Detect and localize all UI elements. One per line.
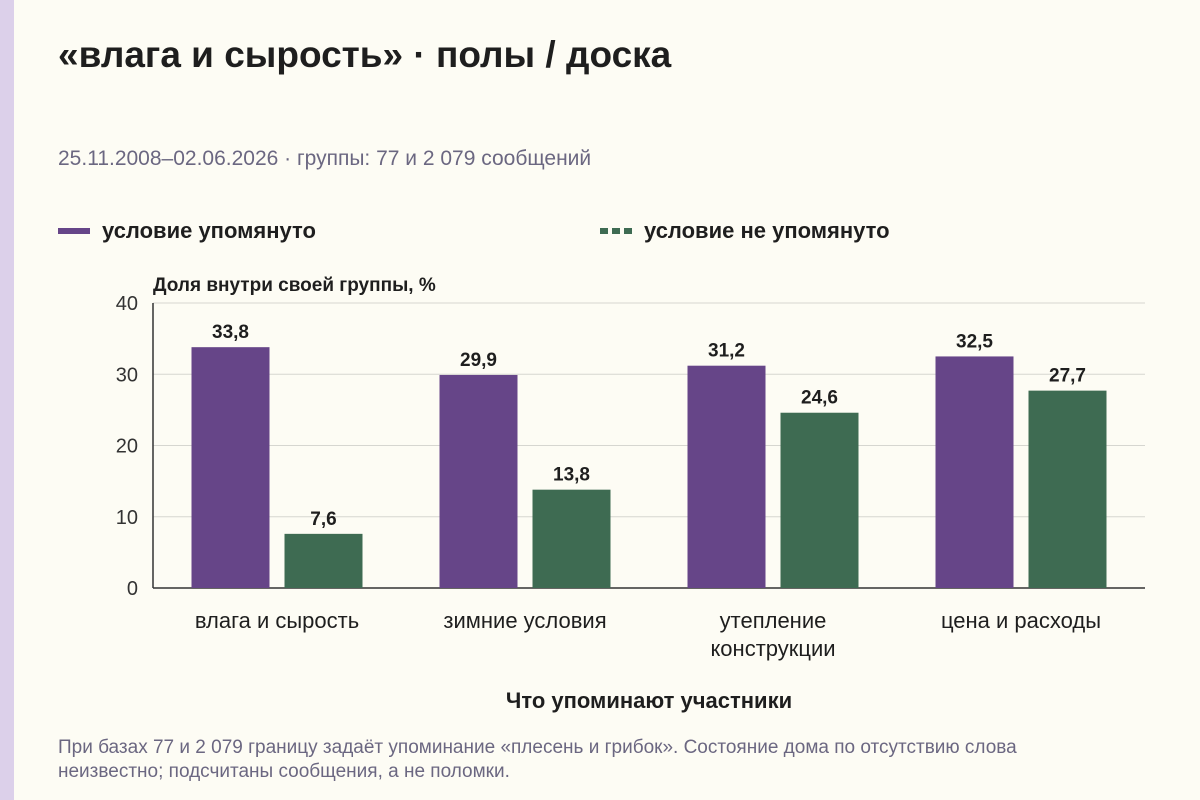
category-label: влага и сырость (195, 608, 359, 633)
bar (191, 347, 270, 588)
y-tick-label: 30 (116, 364, 138, 386)
legend-item-not-mentioned: условие не упомянуто (600, 218, 890, 244)
category-label: цена и расходы (941, 608, 1101, 633)
chart-title: «влага и сырость» · полы / доска (58, 34, 672, 75)
bar (780, 412, 859, 588)
x-axis-title: Что упоминают участники (506, 688, 792, 713)
category-label: зимние условия (443, 608, 606, 633)
bar (532, 489, 611, 588)
category-label: утепление (720, 608, 827, 633)
data-label: 29,9 (460, 350, 497, 371)
data-label: 27,7 (1049, 366, 1086, 387)
accent-strip (0, 0, 14, 800)
legend-label-mentioned: условие упомянуто (102, 218, 316, 243)
y-axis-title: Доля внутри своей группы, % (153, 275, 436, 296)
chart-subtitle: 25.11.2008–02.06.2026 · группы: 77 и 2 0… (58, 147, 592, 170)
y-tick-label: 10 (116, 507, 138, 529)
data-label: 24,6 (801, 388, 838, 409)
data-label: 32,5 (956, 331, 993, 352)
legend-item-mentioned: условие упомянуто (58, 218, 316, 244)
y-tick-label: 40 (116, 293, 138, 315)
y-tick-label: 20 (116, 436, 138, 458)
bar (687, 365, 766, 588)
y-tick-label: 0 (127, 578, 138, 600)
legend-label-not-mentioned: условие не упомянуто (644, 218, 890, 243)
data-label: 33,8 (212, 322, 249, 343)
data-label: 7,6 (310, 509, 336, 530)
bar (284, 533, 363, 588)
data-label: 13,8 (553, 465, 590, 486)
bar (1028, 390, 1107, 588)
bar (935, 356, 1014, 588)
bar (439, 374, 518, 588)
legend-swatch-mentioned (58, 228, 90, 234)
data-label: 31,2 (708, 341, 745, 362)
legend-swatch-not-mentioned (600, 228, 632, 234)
footnote: При базах 77 и 2 079 границу задаёт упом… (58, 737, 1017, 782)
category-label: конструкции (710, 636, 835, 661)
